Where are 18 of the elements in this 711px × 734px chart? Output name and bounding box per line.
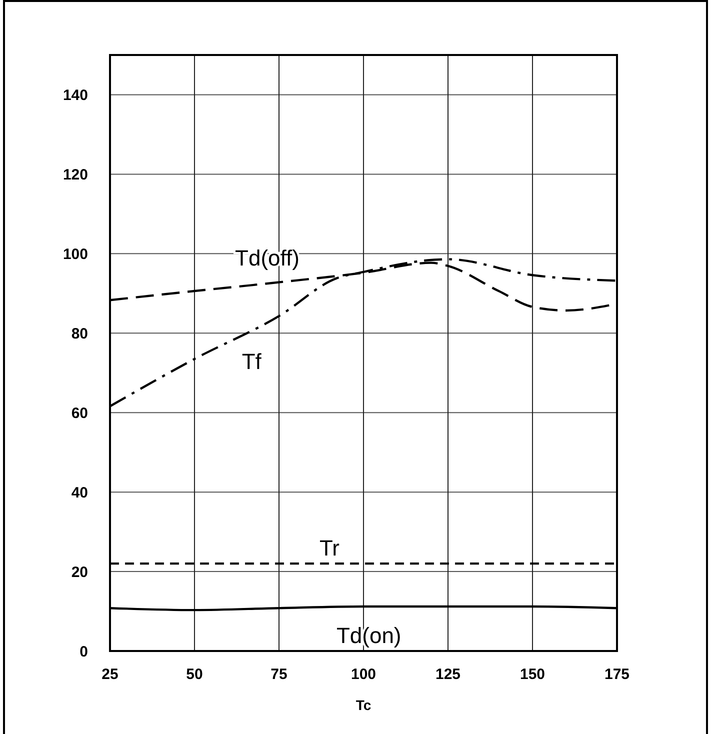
x-tick-label: 50 <box>186 666 203 683</box>
y-tick-label: 60 <box>71 404 88 422</box>
y-tick-label: 40 <box>71 484 88 502</box>
y-tick-label: 0 <box>80 643 88 660</box>
x-tick-label: 100 <box>350 666 376 683</box>
series-label: Tf <box>242 348 262 374</box>
y-tick-label: 20 <box>71 564 88 581</box>
y-tick-label: 80 <box>71 325 88 342</box>
x-tick-label: 150 <box>520 666 546 683</box>
series-label: Tr <box>320 536 340 561</box>
y-tick-label: 100 <box>62 246 88 263</box>
x-tick-label: 175 <box>604 666 630 683</box>
x-tick-label: 75 <box>270 666 288 683</box>
x-axis-title: Tc <box>356 697 372 713</box>
x-tick-label: 25 <box>102 666 118 683</box>
y-tick-label: 120 <box>62 166 88 184</box>
y-tick-label: 140 <box>62 86 88 104</box>
x-tick-label: 125 <box>435 666 461 683</box>
